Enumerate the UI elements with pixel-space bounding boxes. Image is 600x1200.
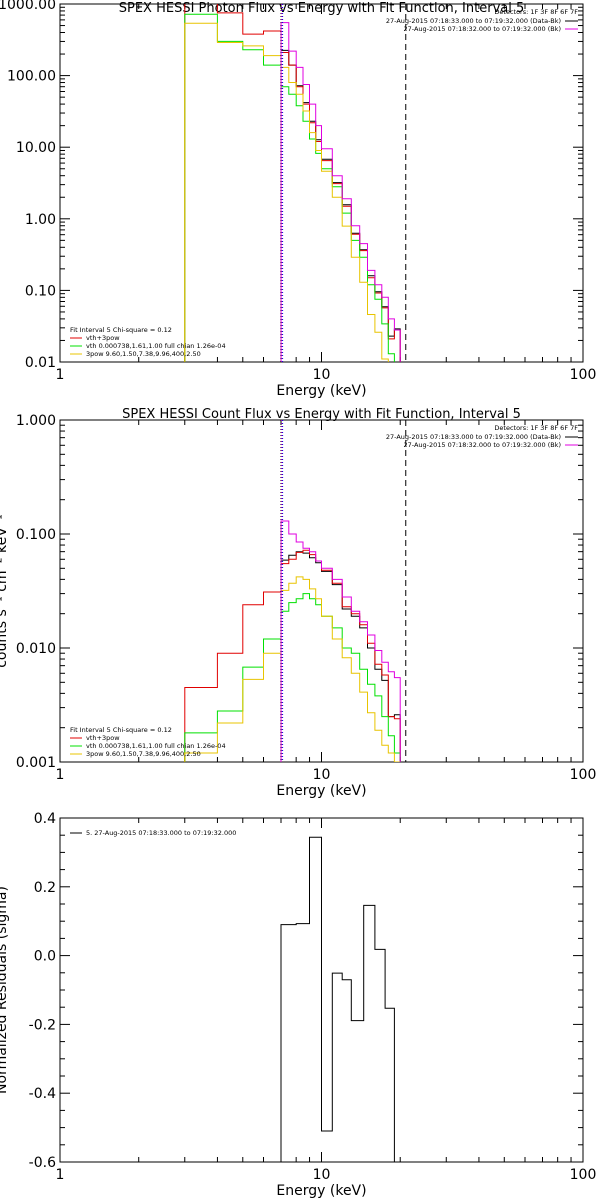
header-line-text: 27-Aug-2015 07:18:33.000 to 07:19:32.000… bbox=[386, 433, 561, 441]
legend-heading: Fit Interval 5 Chi-square = 0.12 bbox=[70, 726, 172, 734]
x-tick-label: 1 bbox=[56, 1167, 65, 1183]
y-tick-label: 0.001 bbox=[16, 755, 56, 771]
y-tick-label: 0.01 bbox=[25, 355, 56, 371]
header-line-text: 27-Aug-2015 07:18:32.000 to 07:19:32.000… bbox=[404, 441, 561, 449]
x-axis-label: Energy (keV) bbox=[276, 383, 366, 399]
y-axis-label: counts s⁻¹ cm⁻² keV⁻¹ bbox=[0, 514, 10, 668]
y-tick-label: 1.00 bbox=[25, 212, 56, 228]
x-tick-label: 1 bbox=[56, 767, 65, 783]
data-group bbox=[184, 520, 401, 762]
detectors-label: Detectors: 1F 3F 8F 6F 7F bbox=[494, 8, 578, 16]
y-tick-label: 100.00 bbox=[7, 69, 56, 85]
plot-frame bbox=[59, 3, 584, 363]
y-tick-label: 1.000 bbox=[16, 413, 56, 429]
y-tick-label: 0.10 bbox=[25, 283, 56, 299]
header-line-text: 27-Aug-2015 07:18:33.000 to 07:19:32.000… bbox=[386, 17, 561, 25]
x-tick-label: 10 bbox=[313, 1167, 331, 1183]
series-line-black bbox=[280, 836, 395, 1162]
header-line-text: 27-Aug-2015 07:18:32.000 to 07:19:32.000… bbox=[404, 25, 561, 33]
y-tick-label: -0.4 bbox=[29, 1086, 56, 1102]
x-axis-label: Energy (keV) bbox=[276, 1183, 366, 1199]
series-line-yellow bbox=[184, 22, 401, 362]
legend-entry-text: vth+3pow bbox=[86, 334, 120, 342]
y-axis-label: Normalized Residuals (sigma) bbox=[0, 886, 10, 1094]
series-line-yellow bbox=[184, 576, 401, 762]
legend-entry-text: vth 0.000738,1.61,1.00 full chian 1.26e-… bbox=[86, 342, 226, 350]
series-line-magenta bbox=[280, 520, 401, 762]
y-tick-label: -0.6 bbox=[29, 1155, 56, 1171]
x-tick-label: 10 bbox=[313, 367, 331, 383]
x-tick-label: 100 bbox=[570, 367, 597, 383]
y-tick-label: 0.2 bbox=[34, 880, 56, 896]
legend-entry-text: 5. 27-Aug-2015 07:18:33.000 to 07:19:32.… bbox=[86, 829, 236, 837]
legend-entry-text: 3pow 9.60,1.50,7.38,9.96,400,2.50 bbox=[86, 350, 201, 358]
y-tick-label: 0.010 bbox=[16, 641, 56, 657]
x-tick-label: 10 bbox=[313, 767, 331, 783]
legend-entry-text: vth+3pow bbox=[86, 734, 120, 742]
y-tick-label: -0.2 bbox=[29, 1017, 56, 1033]
chart-panel-2: SPEX HESSI Count Flux vs Energy with Fit… bbox=[0, 407, 596, 799]
x-tick-label: 1 bbox=[56, 367, 65, 383]
chart-panel-1: SPEX HESSI Photon Flux vs Energy with Fi… bbox=[0, 0, 596, 399]
chart-panel-3: 1 10 100 Energy (keV) 0.4 0.2 0.0 -0.2 -0.4 -0.6 N… bbox=[0, 811, 596, 1199]
legend-heading: Fit Interval 5 Chi-square = 0.12 bbox=[70, 326, 172, 334]
legend-entry-text: vth 0.000738,1.61,1.00 full chian 1.26e-… bbox=[86, 742, 226, 750]
data-group bbox=[184, 4, 401, 362]
x-axis-label: Energy (keV) bbox=[276, 783, 366, 799]
chart-title: SPEX HESSI Count Flux vs Energy with Fit… bbox=[122, 407, 521, 422]
series-line-magenta bbox=[280, 22, 401, 362]
x-tick-label: 100 bbox=[570, 1167, 597, 1183]
y-tick-label: 0.4 bbox=[34, 811, 56, 827]
y-tick-label: 1000.00 bbox=[0, 0, 56, 13]
y-tick-label: 0.0 bbox=[34, 949, 56, 965]
plot-frame bbox=[59, 419, 584, 763]
y-tick-label: 10.00 bbox=[16, 140, 56, 156]
detectors-label: Detectors: 1F 3F 8F 6F 7F bbox=[494, 424, 578, 432]
data-group bbox=[280, 836, 395, 1162]
legend-entry-text: 3pow 9.60,1.50,7.38,9.96,400,2.50 bbox=[86, 750, 201, 758]
x-tick-label: 100 bbox=[570, 767, 597, 783]
series-line-black bbox=[280, 49, 401, 362]
y-tick-label: 0.100 bbox=[16, 527, 56, 543]
